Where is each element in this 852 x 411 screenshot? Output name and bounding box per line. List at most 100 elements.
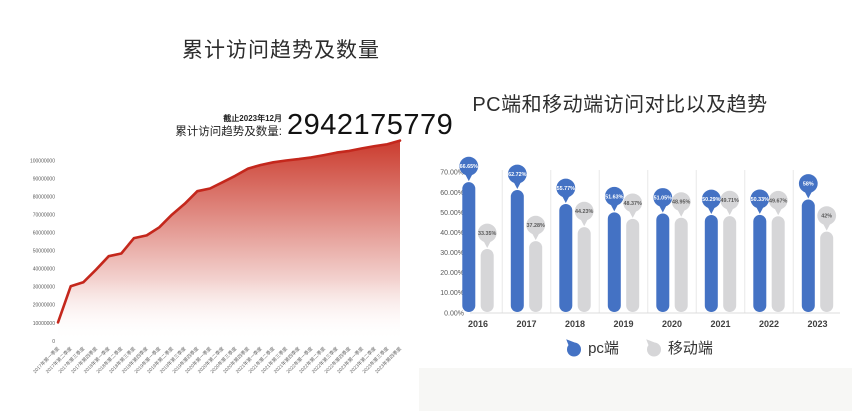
svg-text:2016: 2016 [468, 319, 488, 329]
value-label: 48.95% [672, 200, 690, 206]
value-bar [674, 217, 688, 312]
value-label: 62.72% [508, 172, 526, 178]
value-balloon [720, 190, 740, 210]
percent-axis-ticks: 70.00% 60.00% 50.00% 40.00% 30.00% 20.00% 10.0… [440, 170, 464, 318]
svg-text:0: 0 [52, 339, 55, 345]
value-bar [656, 213, 670, 312]
value-balloon [526, 215, 546, 235]
svg-text:2019: 2019 [613, 319, 633, 329]
pc-series: 66.65% 62.72% 55.77% 51.63% 51.05% 50.29% 50.3… [459, 156, 818, 312]
value-balloon [574, 201, 594, 221]
svg-text:2021: 2021 [710, 319, 730, 329]
svg-text:70.00%: 70.00% [440, 170, 464, 177]
value-balloon [623, 193, 643, 213]
value-balloon [671, 192, 691, 212]
svg-text:10.00%: 10.00% [440, 290, 464, 297]
value-bar [480, 249, 494, 312]
svg-text:10000000: 10000000 [33, 321, 55, 327]
svg-text:30000000: 30000000 [33, 285, 55, 291]
pc-mobile-lollipop-chart: 70.00% 60.00% 50.00% 40.00% 30.00% 20.00% 10.0… [440, 156, 840, 329]
legend-item-pc: pc端 [565, 337, 619, 358]
total-caption-label: 累计访问趋势及数量: [175, 126, 282, 139]
svg-text:100000000: 100000000 [30, 158, 55, 164]
value-label: 50.29% [702, 197, 720, 203]
svg-text:2022: 2022 [759, 319, 779, 329]
year-labels: 2016 2017 2018 2019 2020 2021 2022 2023 [468, 319, 828, 329]
legend-item-mobile: 移动端 [645, 337, 713, 358]
value-bar [607, 212, 621, 312]
value-balloon [556, 178, 576, 198]
svg-text:2020: 2020 [662, 319, 682, 329]
svg-text:20.00%: 20.00% [440, 270, 464, 277]
value-bar [704, 215, 718, 312]
value-bar [723, 216, 737, 312]
value-label: 51.63% [605, 194, 623, 200]
value-label: 55.77% [557, 186, 575, 192]
area-fill [58, 140, 400, 341]
mobile-series: 33.35% 37.28% 44.23% 48.37% 48.95% 49.71% 49.6… [477, 190, 837, 312]
right-chart-title: PC端和移动端访问对比以及趋势 [472, 94, 768, 116]
as-of-date-label: 截止2023年12月 [223, 114, 282, 124]
value-bar [559, 204, 573, 312]
svg-text:50000000: 50000000 [33, 249, 55, 255]
value-bar [626, 218, 640, 312]
value-balloon [768, 190, 788, 210]
value-balloon [701, 189, 721, 209]
pc-series-icon [566, 339, 582, 357]
legend-label-pc: pc端 [588, 340, 619, 357]
cumulative-area-chart: 1000000009000000080000000700000006000000… [30, 139, 403, 375]
legend-label-mobile: 移动端 [667, 340, 713, 357]
mobile-series-icon [646, 339, 661, 357]
trend-line [56, 139, 402, 324]
value-label: 66.65% [460, 164, 478, 170]
value-label: 42% [821, 214, 832, 220]
annotation-captions: 截止2023年12月 累计访问趋势及数量: [88, 113, 282, 140]
legend: pc端 移动端 [426, 337, 852, 358]
value-bar [801, 199, 815, 312]
value-label: 58% [803, 182, 814, 188]
value-label: 44.23% [575, 209, 593, 215]
value-bar [577, 227, 591, 312]
value-balloon [817, 206, 837, 226]
value-bar [820, 231, 834, 312]
value-bar [753, 214, 767, 312]
svg-text:40.00%: 40.00% [440, 230, 464, 237]
svg-text:30.00%: 30.00% [440, 250, 464, 257]
svg-text:0.00%: 0.00% [444, 310, 464, 317]
cumulative-total-annotation: 截止2023年12月 累计访问趋势及数量: 2942175779 [88, 111, 453, 140]
left-chart-title: 累计访问趋势及数量 [182, 39, 380, 62]
value-label: 50.33% [751, 197, 769, 203]
value-balloon [653, 188, 673, 207]
value-bar [462, 182, 476, 312]
svg-text:60.00%: 60.00% [440, 190, 464, 197]
value-balloon [459, 156, 479, 176]
svg-text:2018: 2018 [565, 319, 585, 329]
value-balloon [477, 223, 497, 243]
value-label: 49.67% [769, 198, 787, 204]
svg-text:50.00%: 50.00% [440, 210, 464, 217]
svg-text:40000000: 40000000 [33, 267, 55, 273]
svg-text:2017: 2017 [516, 319, 536, 329]
svg-text:2023: 2023 [807, 319, 827, 329]
value-label: 37.28% [527, 223, 545, 229]
value-balloon [604, 186, 624, 206]
svg-text:20000000: 20000000 [33, 303, 55, 309]
y-axis-ticks: 1000000009000000080000000700000006000000… [30, 158, 55, 344]
cumulative-total-value: 2942175779 [287, 109, 454, 141]
panel-footer-strip [419, 368, 852, 411]
value-label: 49.71% [721, 198, 739, 204]
svg-text:60000000: 60000000 [33, 231, 55, 237]
value-balloon [507, 164, 527, 184]
value-label: 48.37% [624, 201, 642, 207]
value-label: 33.35% [478, 231, 496, 237]
svg-text:90000000: 90000000 [33, 176, 55, 182]
svg-text:70000000: 70000000 [33, 212, 55, 218]
value-bar [510, 190, 524, 312]
value-label: 51.05% [654, 195, 672, 201]
value-balloon [750, 189, 770, 209]
value-balloon [798, 174, 818, 193]
value-bar [771, 216, 785, 312]
svg-text:80000000: 80000000 [33, 194, 55, 200]
value-bar [529, 241, 543, 312]
